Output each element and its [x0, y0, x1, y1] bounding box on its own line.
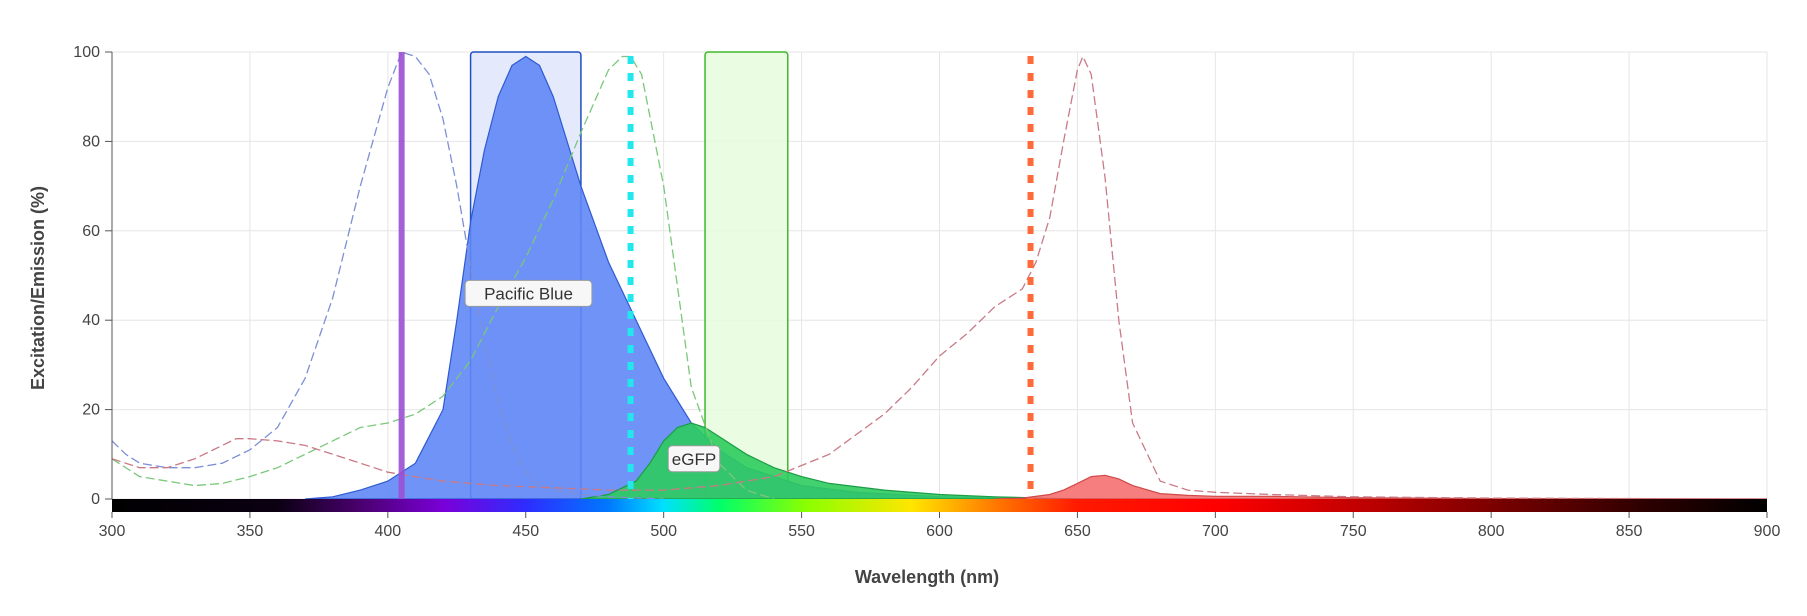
x-tick-label: 750: [1340, 523, 1367, 540]
x-tick-label: 600: [926, 523, 953, 540]
wavelength-spectrum-bar: [112, 499, 1767, 512]
curve-label: eGFP: [672, 450, 716, 469]
filter-band: [704, 51, 789, 500]
y-tick-label: 80: [82, 133, 100, 150]
excitation-curve: [111, 51, 664, 500]
x-tick-label: 650: [1064, 523, 1091, 540]
spectrum-bar-layer: [112, 499, 1767, 512]
x-tick-label: 300: [99, 523, 126, 540]
emission-curve: [580, 422, 1078, 500]
emission-curve: [994, 474, 1768, 500]
excitation-curve-layer: [111, 51, 1768, 500]
x-tick-label: 350: [237, 523, 264, 540]
x-tick-label: 850: [1616, 523, 1643, 540]
y-tick-label: 40: [82, 312, 100, 329]
x-tick-label: 400: [374, 523, 401, 540]
y-tick-label: 20: [82, 402, 100, 419]
curve-label-box: [464, 279, 593, 307]
y-tick-label: 100: [73, 44, 100, 61]
excitation-curve: [111, 54, 1768, 500]
x-axis-title: Wavelength (nm): [855, 567, 999, 587]
y-tick-label: 0: [91, 491, 100, 508]
x-tick-label: 450: [512, 523, 539, 540]
emission-fill-layer: [305, 55, 1768, 500]
excitation-curve: [111, 55, 775, 500]
x-tick-label: 550: [788, 523, 815, 540]
x-tick-label: 800: [1478, 523, 1505, 540]
curve-label: Pacific Blue: [484, 284, 573, 303]
curve-label-box: [667, 445, 721, 473]
grid-layer: [111, 51, 1768, 500]
axis-layer: 0 20 40 60 80 100 300 350 400 450 500 550 600 650 700 7…: [73, 44, 1780, 540]
laser-line-layer: [398, 52, 1034, 499]
x-tick-label: 700: [1202, 523, 1229, 540]
y-axis-title: Excitation/Emission (%): [28, 186, 48, 390]
x-tick-label: 500: [650, 523, 677, 540]
y-tick-label: 60: [82, 223, 100, 240]
x-tick-label: 900: [1754, 523, 1781, 540]
curve-label-layer: Pacific Blue eGFP: [464, 279, 721, 473]
